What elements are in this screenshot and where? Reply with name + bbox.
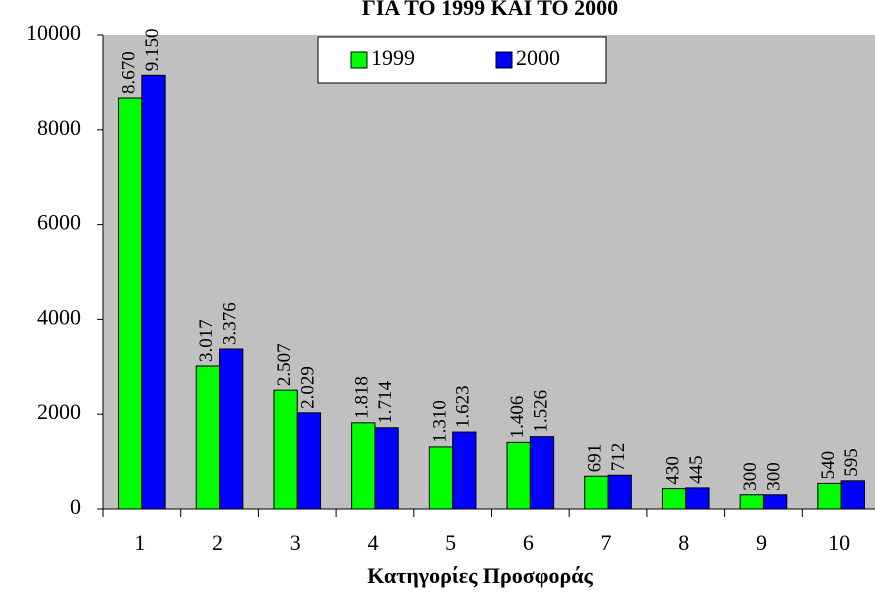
bar bbox=[817, 482, 842, 510]
legend-swatch bbox=[495, 51, 513, 69]
bar bbox=[374, 427, 399, 510]
legend-label: 2000 bbox=[516, 45, 560, 70]
y-tick-label: 2000 bbox=[37, 399, 81, 424]
bar bbox=[840, 480, 865, 510]
value-label: 1.714 bbox=[375, 381, 396, 424]
bar bbox=[529, 436, 555, 510]
value-label: 8.670 bbox=[119, 51, 140, 94]
x-tick-label: 3 bbox=[290, 530, 301, 555]
x-tick-label: 10 bbox=[828, 530, 850, 555]
y-tick-label: 4000 bbox=[37, 304, 81, 329]
y-tick-label: 8000 bbox=[37, 115, 81, 140]
chart-title: ΓΙΑ ΤΟ 1999 ΚΑΙ ΤΟ 2000 bbox=[362, 0, 618, 20]
x-tick-label: 1 bbox=[134, 530, 145, 555]
bar bbox=[141, 74, 166, 510]
x-tick-label: 9 bbox=[756, 530, 767, 555]
bar bbox=[506, 441, 531, 510]
value-label: 9.150 bbox=[142, 29, 163, 72]
value-label: 1.310 bbox=[429, 400, 450, 443]
x-tick-label: 7 bbox=[601, 530, 612, 555]
bar bbox=[739, 494, 764, 510]
bar bbox=[428, 446, 454, 510]
x-tick-label: 2 bbox=[212, 530, 223, 555]
value-label: 300 bbox=[763, 462, 784, 491]
bar bbox=[351, 422, 376, 510]
legend-swatch bbox=[350, 51, 368, 69]
value-label: 1.818 bbox=[352, 376, 373, 419]
value-label: 712 bbox=[608, 443, 629, 472]
y-tick-label: 6000 bbox=[37, 210, 81, 235]
y-tick-label: 0 bbox=[70, 494, 81, 519]
bar bbox=[584, 475, 609, 510]
value-label: 1.526 bbox=[530, 390, 551, 433]
x-axis-label: Κατηγορίες Προσφοράς bbox=[367, 563, 593, 588]
bar bbox=[195, 365, 221, 510]
value-label: 2.507 bbox=[274, 343, 295, 386]
value-label: 430 bbox=[662, 456, 683, 485]
bar bbox=[685, 487, 710, 510]
value-label: 2.029 bbox=[297, 366, 318, 409]
x-tick-label: 4 bbox=[367, 530, 378, 555]
legend-label: 1999 bbox=[371, 45, 415, 70]
value-label: 595 bbox=[841, 448, 862, 477]
bar bbox=[118, 97, 143, 510]
value-label: 691 bbox=[585, 444, 606, 473]
value-label: 3.376 bbox=[220, 302, 241, 345]
x-tick-label: 5 bbox=[445, 530, 456, 555]
bar bbox=[661, 488, 687, 510]
value-label: 540 bbox=[818, 451, 839, 480]
bar bbox=[273, 389, 298, 510]
value-label: 300 bbox=[740, 462, 761, 491]
bar bbox=[607, 474, 632, 510]
x-tick-label: 6 bbox=[523, 530, 534, 555]
value-label: 1.623 bbox=[453, 385, 474, 428]
bar bbox=[219, 348, 244, 510]
x-tick-label: 8 bbox=[678, 530, 689, 555]
value-label: 1.406 bbox=[507, 396, 528, 439]
bar bbox=[762, 494, 788, 510]
value-label: 445 bbox=[686, 455, 707, 484]
bar bbox=[296, 412, 322, 510]
value-label: 3.017 bbox=[196, 319, 217, 362]
y-tick-label: 10000 bbox=[26, 20, 81, 45]
bar bbox=[452, 431, 477, 510]
